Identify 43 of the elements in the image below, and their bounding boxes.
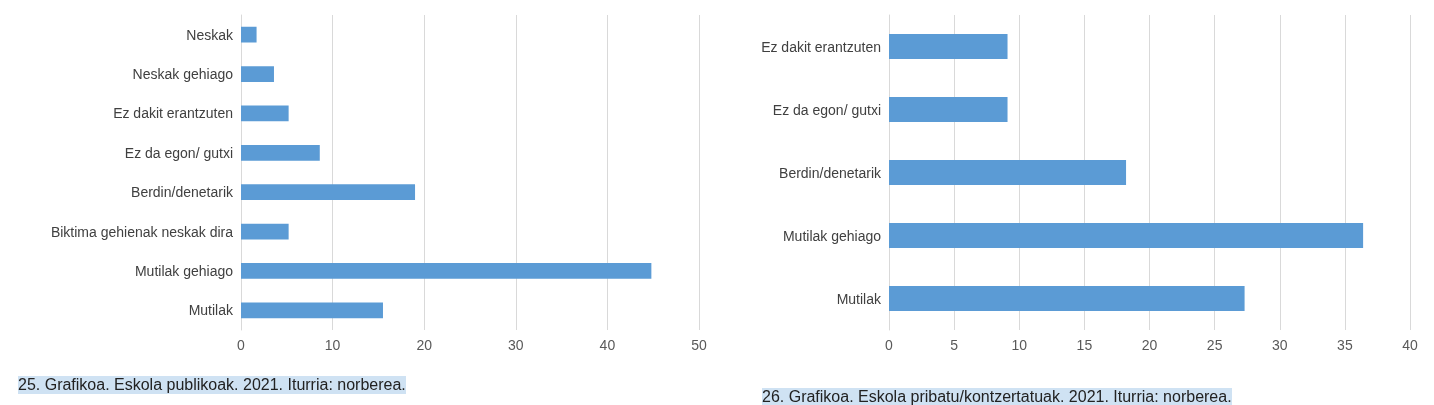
x-tick-label: 40 (599, 337, 616, 353)
x-tick-label: 30 (508, 337, 524, 353)
bar (241, 105, 289, 122)
bar (241, 263, 652, 279)
text: 25. Grafikoa. Eskola publikoak. 2021. Iturria: norberea. (18, 376, 406, 394)
y-tick-label: Ez dakit erantzuten (761, 38, 881, 55)
x-tick-label: 15 (1076, 337, 1093, 353)
y-tick-label: Neskak (186, 26, 234, 43)
bar (241, 66, 274, 82)
x-tick-label: 40 (1402, 337, 1418, 353)
bar (889, 96, 1008, 123)
y-tick-label: Biktima gehienak neskak dira (50, 223, 234, 240)
x-tick-label: 0 (237, 337, 246, 353)
x-tick-label: 50 (691, 337, 707, 353)
x-tick-label: 5 (950, 337, 959, 353)
x-tick-label: 10 (324, 337, 341, 353)
y-tick-label: Mutilak (836, 290, 882, 307)
y-tick-label: Mutilak gehiago (782, 227, 882, 244)
y-tick-label: Ez dakit erantzuten (113, 105, 233, 122)
x-tick-label: 25 (1206, 337, 1223, 353)
bar (241, 144, 320, 161)
bar (889, 222, 1364, 249)
x-tick-label: 35 (1337, 337, 1353, 353)
y-tick-label: Mutilak (188, 302, 234, 319)
y-tick-label: Ez da egon/ gutxi (124, 144, 233, 161)
x-tick-label: 20 (1141, 337, 1158, 353)
bar (889, 159, 1127, 186)
bar (889, 285, 1245, 312)
y-tick-label: Berdin/denetarik (779, 164, 882, 181)
x-tick-label: 0 (885, 337, 894, 353)
x-tick-label: 10 (1011, 337, 1028, 353)
bar (241, 26, 257, 43)
bar (241, 223, 289, 240)
y-tick-label: Berdin/denetarik (131, 184, 234, 201)
x-tick-label: 30 (1271, 337, 1288, 353)
bar (241, 302, 383, 319)
bar (241, 184, 416, 201)
bar (889, 33, 1008, 60)
y-tick-label: Neskak gehiago (132, 66, 234, 83)
y-tick-label: Mutilak gehiago (134, 262, 234, 279)
text: 26. Grafikoa. Eskola pribatu/kontzertatuak. 2021. Iturria: norberea. (762, 388, 1232, 405)
x-tick-label: 20 (416, 337, 433, 353)
y-tick-label: Ez da egon/ gutxi (772, 101, 881, 118)
